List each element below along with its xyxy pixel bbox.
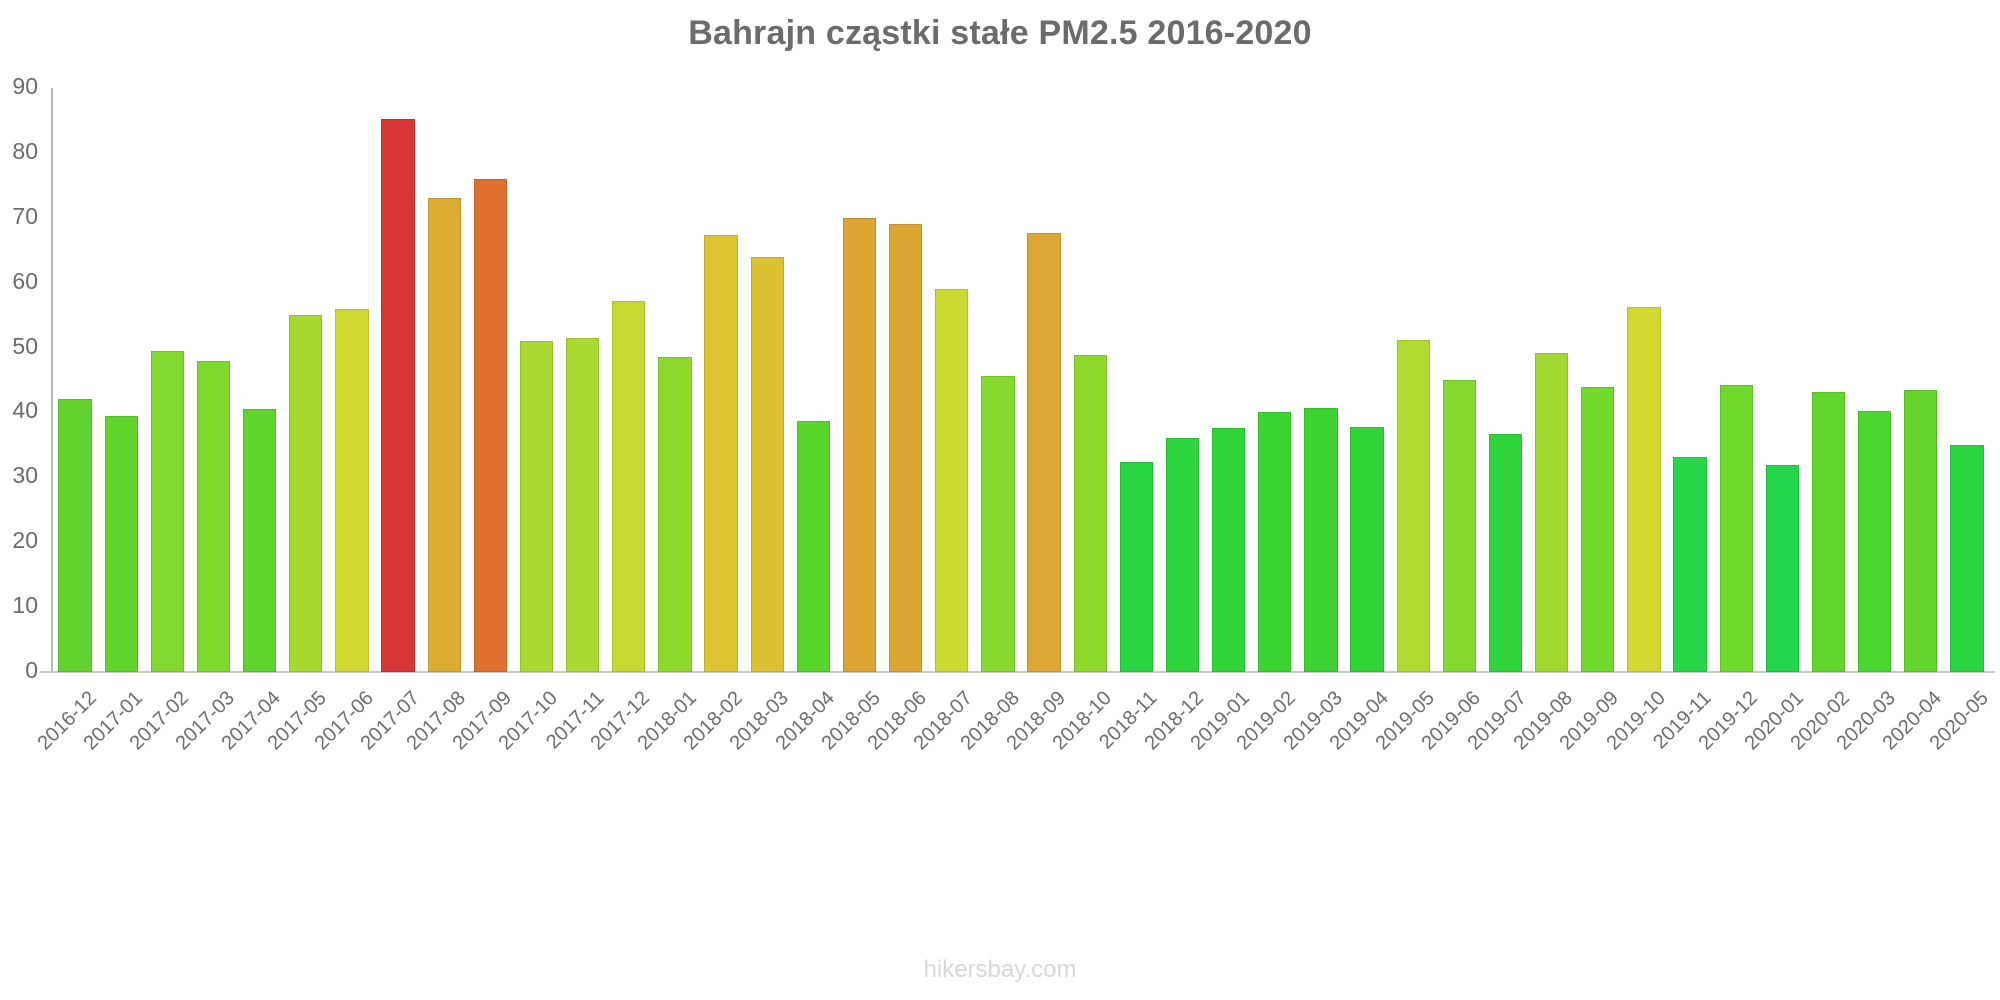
bar[interactable]	[519, 341, 554, 672]
bar[interactable]	[658, 357, 692, 672]
bar[interactable]	[1442, 380, 1476, 672]
bar[interactable]	[1350, 426, 1384, 672]
y-axis-tick-label: 70	[12, 202, 38, 229]
y-axis-line	[51, 88, 53, 672]
bar[interactable]	[1950, 444, 1984, 672]
bar[interactable]	[1304, 407, 1338, 672]
bar[interactable]	[750, 257, 784, 672]
source-watermark: hikersbay.com	[923, 956, 1077, 983]
bar[interactable]	[796, 420, 830, 672]
bar[interactable]	[842, 217, 877, 672]
bar[interactable]	[1535, 352, 1569, 672]
bar[interactable]	[427, 198, 461, 672]
chart-title: Bahrajn cząstki stałe PM2.5 2016-2020	[688, 14, 1312, 52]
bar[interactable]	[1673, 456, 1707, 672]
bar[interactable]	[704, 235, 738, 672]
bar[interactable]	[1811, 391, 1846, 672]
y-axis-tick-label: 80	[12, 137, 38, 164]
bar[interactable]	[1027, 232, 1061, 672]
y-axis-tick-label: 30	[12, 462, 38, 489]
bar[interactable]	[1488, 433, 1523, 672]
bar[interactable]	[1765, 465, 1799, 672]
bar[interactable]	[1396, 339, 1430, 672]
bar[interactable]	[1212, 428, 1246, 672]
y-axis-tick-label: 10	[12, 592, 38, 619]
bar[interactable]	[381, 119, 415, 672]
y-axis-tick-label: 20	[12, 527, 38, 554]
bar[interactable]	[1258, 411, 1292, 672]
bar[interactable]	[1581, 386, 1615, 672]
bar[interactable]	[566, 338, 600, 672]
x-axis-line	[40, 671, 1995, 673]
plot-area	[52, 88, 1990, 672]
bar[interactable]	[335, 308, 369, 672]
y-axis-tick-label: 90	[12, 73, 38, 99]
y-axis-tick-label: 0	[25, 657, 38, 683]
y-axis-tick-label: 60	[12, 267, 38, 294]
bar[interactable]	[243, 409, 277, 672]
bar[interactable]	[104, 415, 138, 672]
bar[interactable]	[1858, 411, 1892, 672]
y-axis-tick-label: 50	[12, 332, 38, 359]
bar[interactable]	[1119, 461, 1153, 672]
bar[interactable]	[935, 289, 969, 672]
bar[interactable]	[889, 223, 923, 672]
bar[interactable]	[981, 376, 1015, 672]
bar[interactable]	[196, 360, 231, 672]
bar[interactable]	[1073, 355, 1107, 672]
bar[interactable]	[1719, 384, 1753, 672]
bar[interactable]	[289, 315, 323, 672]
bar[interactable]	[1627, 307, 1661, 672]
bar[interactable]	[473, 178, 507, 672]
bar[interactable]	[1165, 437, 1200, 672]
bar[interactable]	[1904, 390, 1938, 672]
y-axis-tick-label: 40	[12, 397, 38, 424]
bar[interactable]	[58, 399, 92, 672]
bar[interactable]	[612, 300, 646, 672]
bar[interactable]	[150, 350, 184, 672]
